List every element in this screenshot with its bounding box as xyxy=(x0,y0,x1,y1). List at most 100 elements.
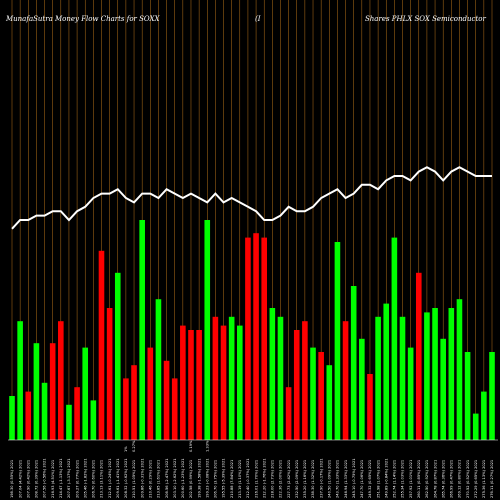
chart-title-mid: (I xyxy=(255,15,261,23)
x-tick-label: 209.86 (-0.31%) 2021 xyxy=(140,458,144,498)
x-tick-label: 206.70 (3.75%) 2021 xyxy=(214,460,218,498)
money-flow-bar xyxy=(456,299,463,440)
money-flow-bar xyxy=(49,343,56,440)
money-flow-bar xyxy=(212,316,219,440)
money-flow-bar xyxy=(277,316,284,440)
money-flow-bar xyxy=(139,220,145,440)
x-tick-label: 235.20 (1.16%) 2021 xyxy=(303,460,307,498)
money-flow-bar xyxy=(82,347,89,440)
price-line xyxy=(11,166,492,230)
x-tick-label: 252.74 (1.14%) 2021 xyxy=(393,460,397,498)
money-flow-bar xyxy=(407,347,414,440)
x-tick-label: 249.89 (-0.84%) 2021 xyxy=(384,458,388,498)
x-tick-label: 245.10 (-0.75%) 2021 xyxy=(352,458,356,498)
money-flow-bar xyxy=(155,299,162,440)
x-tick-label: 213.13 (3.11%) 2021 xyxy=(100,460,104,498)
money-flow-bar xyxy=(399,316,406,440)
x-tick-label: 218.00 (2.73%) 2021 xyxy=(271,460,275,498)
money-flow-bar xyxy=(472,413,479,440)
x-tick-label: 251.98 (1.07%) 2021 xyxy=(376,460,380,498)
money-flow-bar xyxy=(293,330,300,440)
chart-title-right: Shares PHLX SOX Semiconductor xyxy=(365,15,486,23)
money-flow-bar xyxy=(66,404,72,440)
volume-label: 1% xyxy=(124,446,128,452)
money-flow-bar xyxy=(464,352,471,440)
money-flow-bar xyxy=(334,242,341,440)
money-flow-bar xyxy=(253,233,259,440)
money-flow-bar xyxy=(17,321,23,440)
x-tick-label: 255.34 (1.03%) 2021 xyxy=(401,460,405,498)
volume-label: 0.27% xyxy=(132,440,136,452)
money-flow-bar xyxy=(147,347,154,440)
money-flow-bar xyxy=(383,303,390,440)
x-tick-label: 265.74 (0.36%) 2021 xyxy=(441,460,445,498)
money-flow-bar xyxy=(9,396,15,440)
x-tick-label: 238.30 (1.32%) 2021 xyxy=(311,460,315,498)
money-flow-bar xyxy=(114,272,121,440)
x-tick-label: 214.47 (-1.13%) 2021 xyxy=(59,458,63,498)
money-flow-bar xyxy=(245,237,251,440)
money-flow-bar xyxy=(326,365,333,440)
x-tick-label: 216.01 (1.70%) 2021 xyxy=(254,460,258,498)
chart-title-left: MunafaSutra Money Flow Charts for SOXX xyxy=(5,15,161,23)
money-flow-bar xyxy=(424,312,430,440)
x-tick-label: 207.56 (-0.56%) 2021 xyxy=(43,458,47,498)
money-flow-bar xyxy=(41,382,48,440)
x-tick-label: 237.90 (-0.17%) 2021 xyxy=(319,458,323,498)
money-flow-bar xyxy=(310,347,316,440)
money-flow-bar xyxy=(350,286,357,440)
money-flow-bar xyxy=(236,325,243,440)
money-flow-bar xyxy=(489,352,495,440)
x-tick-label: 195.55 (-5.39%) 2021 xyxy=(222,458,226,498)
x-tick-labels: 198.30 (0.55%) 2021 207.04 (4.42%) 2021 20… xyxy=(10,458,494,498)
x-tick-label: 213.19 (1.10%) 2021 xyxy=(238,460,242,498)
x-tick-label: 208.56 (-2.47%) 2021 xyxy=(165,458,169,498)
x-tick-label: 249.32 (0.65%) 2021 xyxy=(368,460,372,498)
x-tick-label: 270.52 (0.52%) 2021 xyxy=(466,460,470,498)
money-flow-bar xyxy=(98,250,105,440)
x-tick-label: 222.36 (2.00%) 2021 xyxy=(279,460,283,498)
bars-layer xyxy=(9,220,495,440)
x-tick-label: 262.50 (0.92%) 2021 xyxy=(425,460,429,498)
x-tick-label: 264.78 (0.87%) 2021 xyxy=(433,460,437,498)
money-flow-bar xyxy=(106,308,113,440)
x-tick-label: 243.70 (1.33%) 2021 xyxy=(336,460,340,498)
x-tick-label: 199.23 (-0.08%) 2021 xyxy=(205,458,209,498)
x-tick-label: 205.46 (-1.82%) 2021 xyxy=(83,458,87,498)
money-flow-bar xyxy=(342,321,349,440)
x-tick-label: 257.92 (1.01%) 2021 xyxy=(409,460,413,498)
money-flow-bar xyxy=(261,237,268,440)
x-tick-label: 269.12 (0.80%) 2021 xyxy=(458,460,462,498)
money-flow-bar xyxy=(25,391,32,440)
x-tick-label: 232.50 (2.09%) 2021 xyxy=(295,460,299,498)
x-tick-label: 212.61 (-0.24%) 2021 xyxy=(108,458,112,498)
money-flow-bar xyxy=(33,343,40,440)
price-line-layer xyxy=(11,166,492,230)
money-flow-bar xyxy=(196,330,202,440)
money-flow-bar xyxy=(318,352,324,440)
money-flow-bar xyxy=(58,321,64,440)
money-flow-bar xyxy=(131,365,137,440)
x-tick-label: 246.94 (1.33%) 2021 xyxy=(344,460,348,498)
money-flow-bar xyxy=(391,237,398,440)
x-tick-label: 206.70 (0.60%) 2021 xyxy=(92,460,96,498)
x-tick-label: 203.10 (-2.62%) 2021 xyxy=(173,458,177,498)
money-flow-bar xyxy=(448,308,455,440)
money-flow-bar xyxy=(432,308,438,440)
x-tick-label: 208.32 (-0.62%) 2021 xyxy=(124,458,128,498)
money-flow-bar xyxy=(269,308,276,440)
money-flow-bar xyxy=(163,360,170,440)
volume-labels: 1% 0.27% 0.19% 1.33% xyxy=(124,440,209,452)
x-tick-label: 210.88 (7.84%) 2021 xyxy=(230,460,234,498)
money-flow-bar xyxy=(90,400,97,440)
x-tick-label: 200.60 (-1.23%) 2021 xyxy=(181,458,185,498)
x-tick-label: 213.85 (1.61%) 2021 xyxy=(157,460,161,498)
x-tick-label: 208.72 (0.39%) 2021 xyxy=(35,460,39,498)
volume-label: 0.19% xyxy=(189,440,193,452)
x-tick-label: 207.67 (-3.17%) 2021 xyxy=(67,458,71,498)
x-tick-label: 275.36 (1.13%) 2021 xyxy=(482,460,486,498)
money-flow-bar xyxy=(302,321,308,440)
x-tick-label: 212.20 (-1.76%) 2021 xyxy=(262,458,266,498)
money-flow-bar xyxy=(171,378,178,440)
money-flow-bar xyxy=(204,220,211,440)
